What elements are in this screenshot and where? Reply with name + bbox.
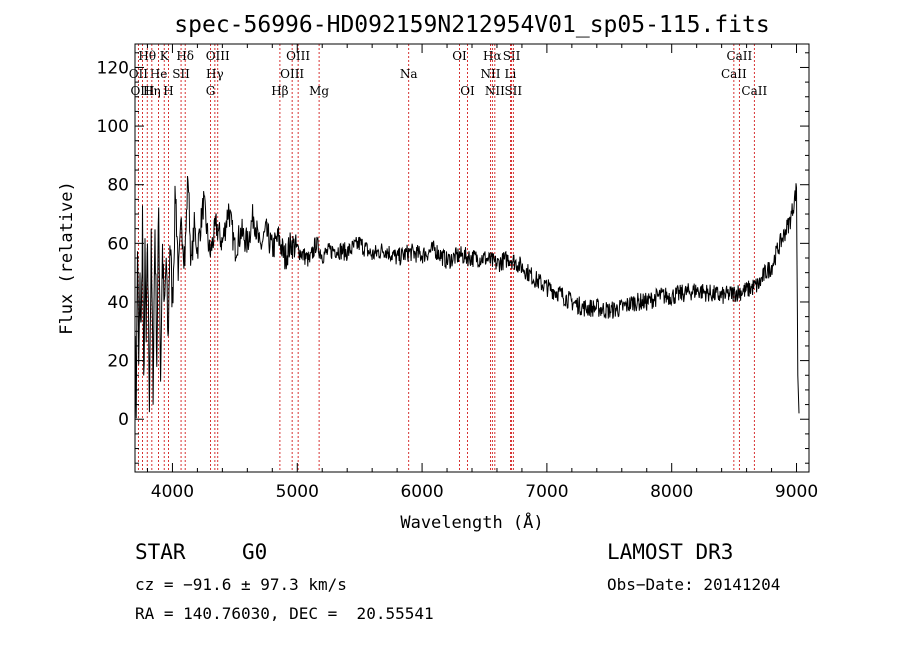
flux-line <box>134 175 800 419</box>
y-tick-label-5: 100 <box>97 117 129 137</box>
x-tick-label-1: 5000 <box>276 482 319 502</box>
line-label-18: OIII <box>130 84 154 98</box>
line-label-26: SII <box>504 84 522 98</box>
x-axis-ticks: 4000 5000 6000 7000 8000 9000 <box>146 44 818 502</box>
y-tick-label-3: 60 <box>107 234 129 254</box>
y-axis-ticks: 0 20 40 60 80 100 120 <box>97 52 809 464</box>
line-label-8: CaII <box>726 49 752 63</box>
line-label-12: Hγ <box>206 67 224 81</box>
line-label-21: G <box>206 84 216 98</box>
y-tick-label-4: 80 <box>107 176 129 196</box>
x-axis-label: Wavelength (Å) <box>400 511 543 533</box>
spectrum-chart: spec-56996-HD092159N212954V01_sp05-115.f… <box>57 12 818 533</box>
line-label-3: OIII <box>206 49 230 63</box>
line-label-25: NII <box>485 84 505 98</box>
line-label-7: SII <box>503 49 521 63</box>
y-tick-label-0: 0 <box>118 410 129 430</box>
line-label-17: CaII <box>721 67 747 81</box>
line-label-19: Hη <box>143 84 161 98</box>
y-tick-label-1: 20 <box>107 352 129 372</box>
x-tick-label-2: 6000 <box>400 482 443 502</box>
line-label-5: OI <box>452 49 467 63</box>
y-tick-label-2: 40 <box>107 293 129 313</box>
object-subclass: G0 <box>242 540 268 564</box>
line-label-1: K <box>160 49 170 63</box>
line-label-22: Hβ <box>271 84 288 98</box>
y-axis-label: Flux (relative) <box>57 181 77 335</box>
line-label-15: NII <box>480 67 500 81</box>
x-tick-label-3: 7000 <box>525 482 568 502</box>
line-label-6: Hα <box>483 49 502 63</box>
line-label-14: Na <box>400 67 418 81</box>
line-label-27: CaII <box>741 84 767 98</box>
coordinates: RA = 140.76030, DEC = 20.55541 <box>135 604 434 623</box>
line-label-9: OII <box>129 67 149 81</box>
x-tick-label-0: 4000 <box>151 482 194 502</box>
redshift-readout: cz = −91.6 ± 97.3 km/s <box>135 575 347 594</box>
line-label-16: Li <box>505 67 517 81</box>
y-tick-label-6: 120 <box>97 58 129 78</box>
chart-title: spec-56996-HD092159N212954V01_sp05-115.f… <box>174 12 769 38</box>
line-label-10: He <box>150 67 168 81</box>
survey-name: LAMOST DR3 <box>607 540 734 564</box>
obs-date: Obs−Date: 20141204 <box>607 575 781 594</box>
line-label-23: Mg <box>309 84 329 98</box>
x-tick-label-5: 9000 <box>775 482 818 502</box>
line-label-24: OI <box>460 84 475 98</box>
flux-series <box>134 175 800 419</box>
line-label-13: OIII <box>280 67 304 81</box>
x-tick-label-4: 8000 <box>650 482 693 502</box>
line-label-11: SII <box>172 67 190 81</box>
line-label-20: H <box>163 84 173 98</box>
line-label-0: Hθ <box>138 49 156 63</box>
object-class: STAR <box>135 540 186 564</box>
line-label-4: OIII <box>286 49 310 63</box>
line-label-2: Hδ <box>176 49 194 63</box>
